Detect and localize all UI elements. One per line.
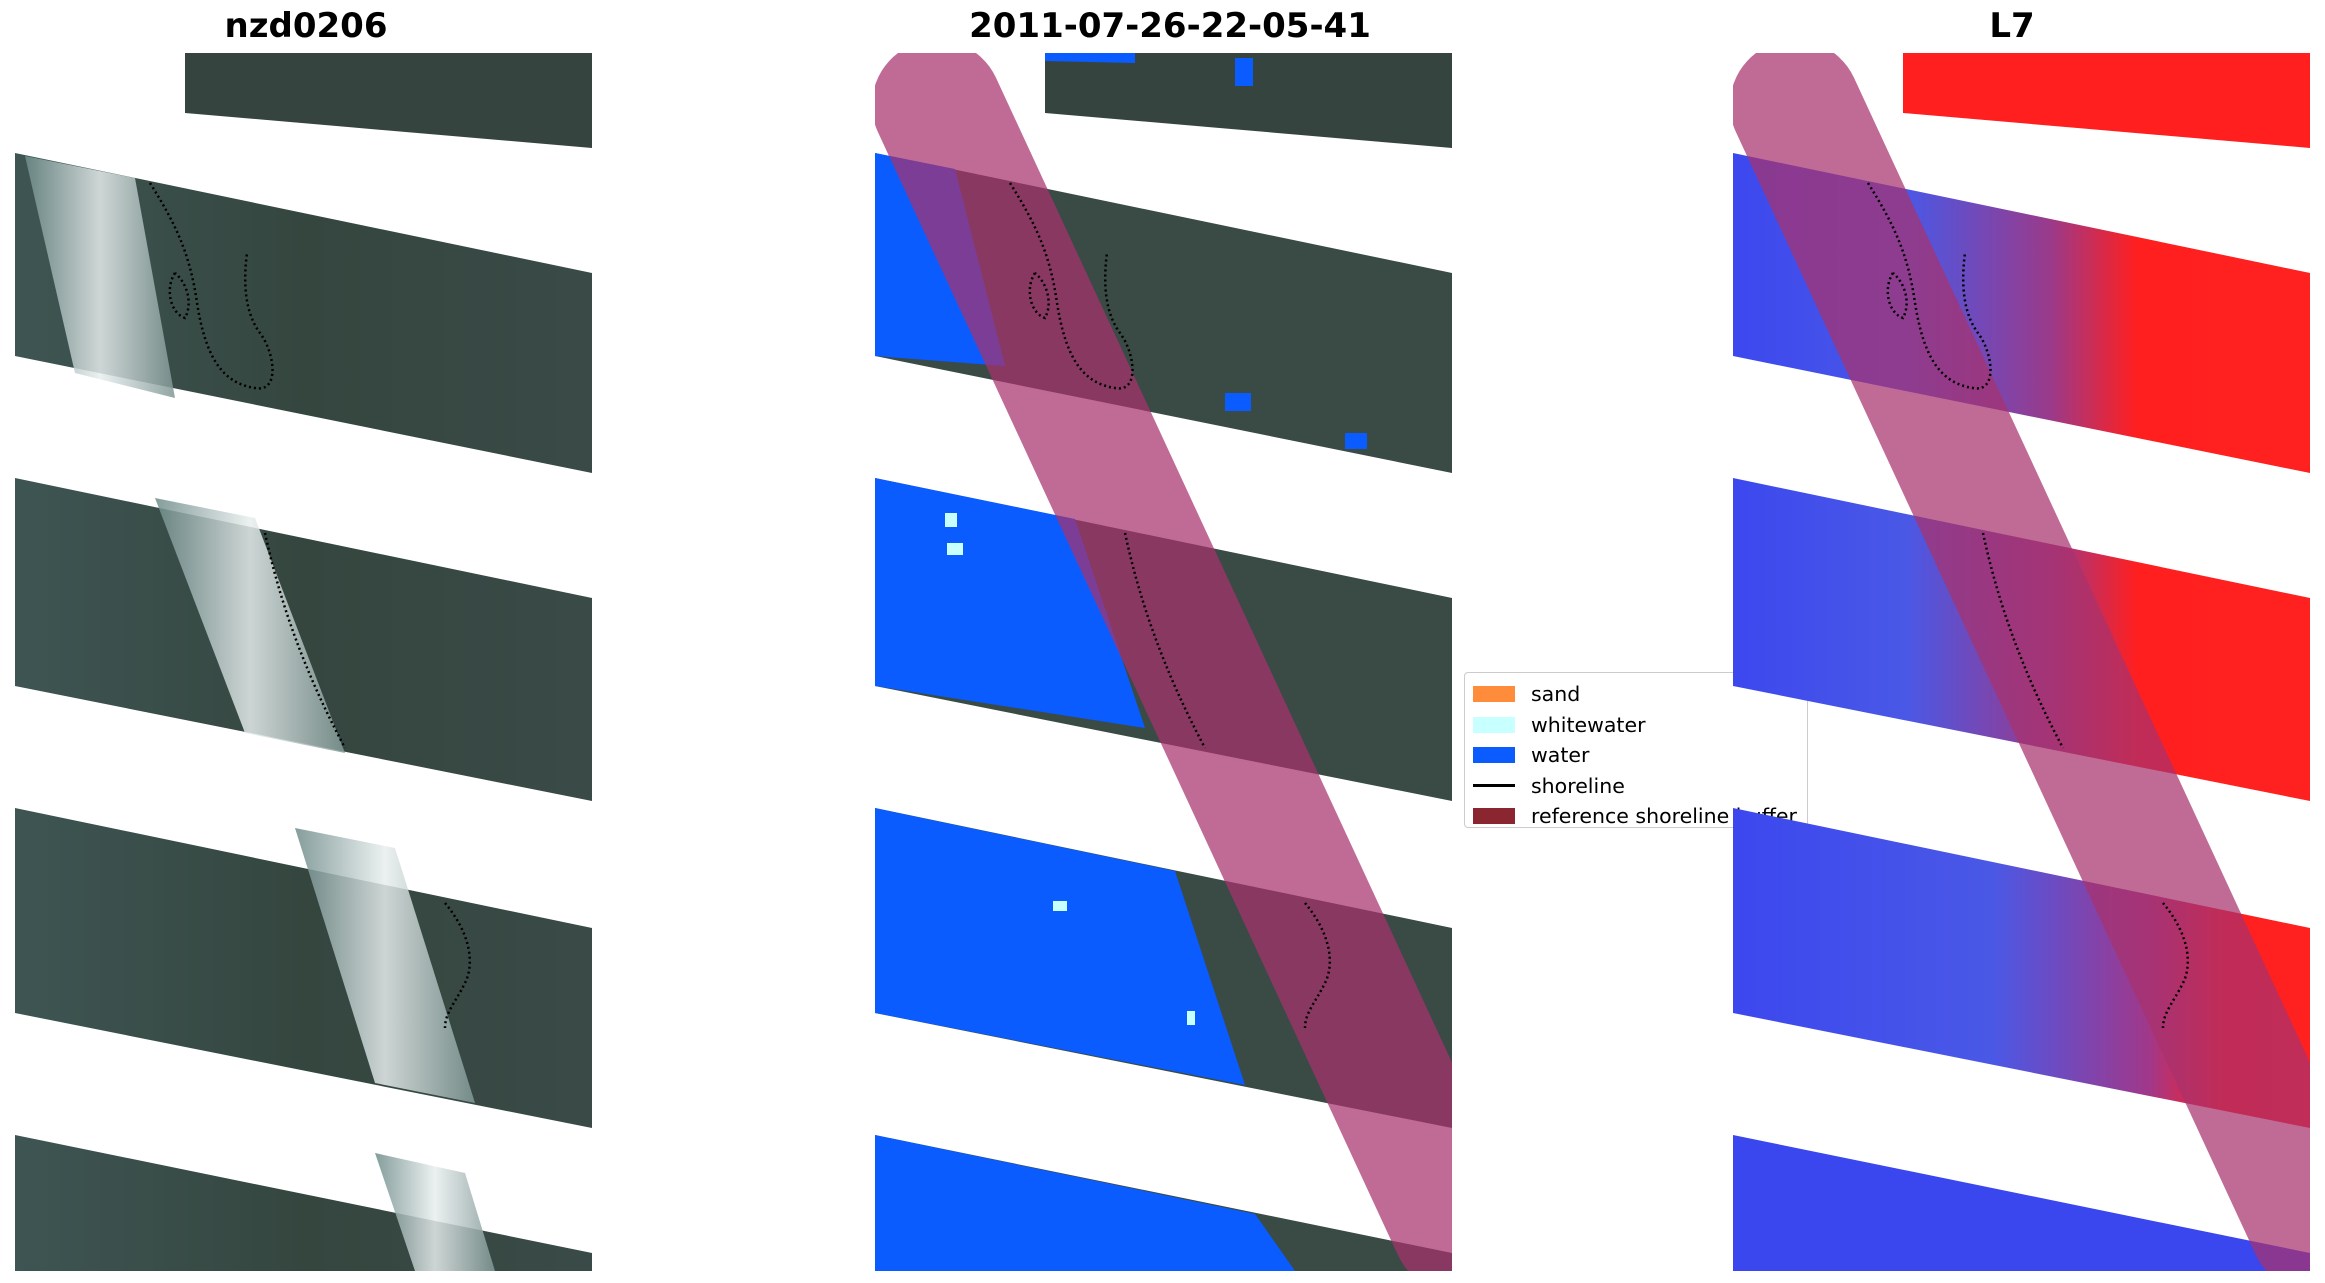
panel-title-rgb: nzd0206 [224,6,388,46]
legend-item-water: water [1473,740,1799,771]
water-swatch [1473,747,1515,764]
legend-label: sand [1531,682,1581,707]
shoreline-swatch [1473,784,1515,788]
sand-swatch [1473,686,1515,703]
legend: sand whitewater water shoreline referenc… [1464,672,1808,828]
reference-shoreline-buffer [875,53,1452,1271]
legend-label: water [1531,743,1590,768]
reference-shoreline-buffer [1733,53,2310,1271]
shoreline-index [1866,182,2190,1029]
classified-image-panel [875,53,1452,1271]
legend-label: whitewater [1531,712,1646,737]
panel-title-index: L7 [1989,6,2035,46]
shoreline-rgb [148,182,472,1029]
whitewater-swatch [1473,716,1515,733]
buffer-swatch [1473,808,1515,825]
rgb-image-panel [15,53,592,1271]
shoreline-classified [1008,182,1332,1029]
whitewater-class [945,513,1195,1025]
legend-item-shoreline: shoreline [1473,771,1799,802]
legend-item-whitewater: whitewater [1473,710,1799,741]
legend-item-sand: sand [1473,679,1799,710]
surf-zone [25,156,495,1271]
legend-label: shoreline [1531,773,1625,798]
panel-title-classified: 2011-07-26-22-05-41 [969,6,1371,46]
index-image-panel [1733,53,2310,1271]
